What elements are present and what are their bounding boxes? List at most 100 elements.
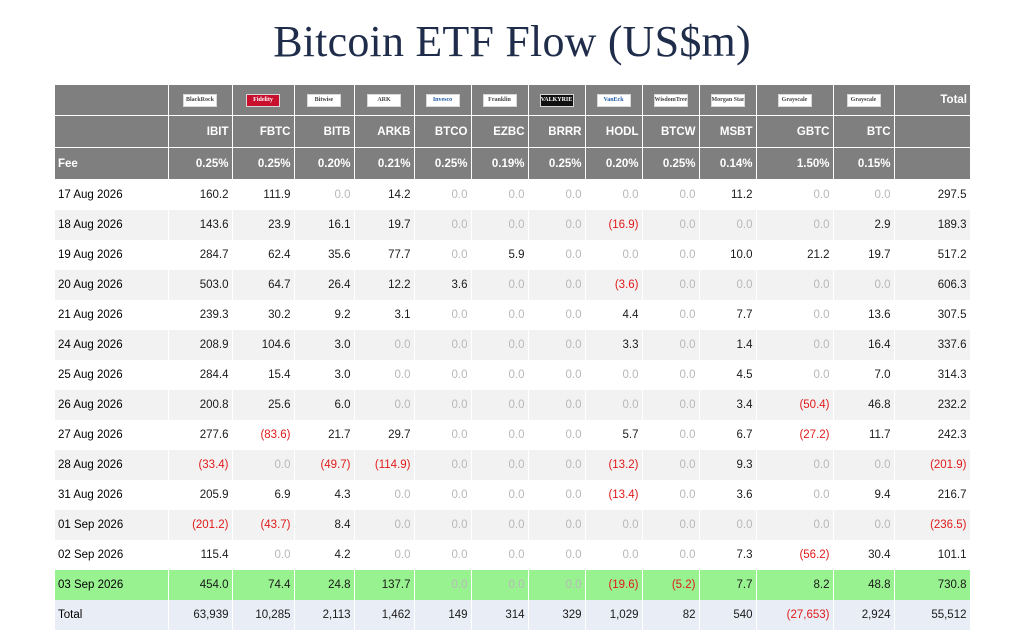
flow-cell: 0.0 xyxy=(414,179,472,210)
table-row: 03 Sep 2026 454.0 74.4 24.8 137.7 0.0 0.0 0.0 (1… xyxy=(55,570,971,600)
fee-value: 0.25% xyxy=(642,147,700,180)
table-row: 01 Sep 2026 (201.2) (43.7) 8.4 0.0 0.0 0.0 0.0 0… xyxy=(55,510,971,540)
flow-cell: 15.4 xyxy=(232,360,295,390)
flow-cell: 21.2 xyxy=(756,240,834,270)
flow-cell: 0.0 xyxy=(471,450,529,480)
flow-cell: 0.0 xyxy=(414,210,472,240)
flow-cell: 0.0 xyxy=(528,179,586,210)
total-cell: 2,924 xyxy=(833,600,895,630)
flow-cell: 23.9 xyxy=(232,210,295,240)
flow-cell: 0.0 xyxy=(414,390,472,420)
flow-cell: 0.0 xyxy=(528,270,586,300)
flow-cell: 104.6 xyxy=(232,330,295,360)
flow-cell: 0.0 xyxy=(585,540,643,570)
flow-cell: (16.9) xyxy=(585,210,643,240)
issuer-logo: Franklin xyxy=(471,85,529,116)
flow-cell: 0.0 xyxy=(528,540,586,570)
row-total: (201.9) xyxy=(894,450,971,480)
row-total: 314.3 xyxy=(894,360,971,390)
flow-cell: 0.0 xyxy=(528,480,586,510)
flow-cell: 0.0 xyxy=(354,330,415,360)
fee-value: 0.20% xyxy=(294,147,355,180)
flow-cell: 454.0 xyxy=(168,570,233,600)
flow-cell: 0.0 xyxy=(354,510,415,540)
flow-cell: 0.0 xyxy=(528,570,586,600)
flow-cell: 0.0 xyxy=(471,330,529,360)
flow-cell: 200.8 xyxy=(168,390,233,420)
fee-value: 0.14% xyxy=(699,147,757,180)
flow-cell: (49.7) xyxy=(294,450,355,480)
flow-cell: 0.0 xyxy=(756,210,834,240)
flow-cell: (3.6) xyxy=(585,270,643,300)
flow-cell: 0.0 xyxy=(471,510,529,540)
flow-cell: 0.0 xyxy=(642,270,700,300)
flow-cell: 0.0 xyxy=(294,179,355,210)
flow-cell: 0.0 xyxy=(833,450,895,480)
flow-cell: 4.2 xyxy=(294,540,355,570)
flow-cell: 0.0 xyxy=(354,480,415,510)
flow-cell: 0.0 xyxy=(528,390,586,420)
flow-cell: 35.6 xyxy=(294,240,355,270)
row-date: 28 Aug 2026 xyxy=(55,450,169,480)
flow-cell: 0.0 xyxy=(756,450,834,480)
row-total: 337.6 xyxy=(894,330,971,360)
table-row: 02 Sep 2026 115.4 0.0 4.2 0.0 0.0 0.0 0.0 0.0 0.0… xyxy=(55,540,971,570)
table-row: 17 Aug 2026 160.2 111.9 0.0 14.2 0.0 0.0 0.0 0.0… xyxy=(55,179,971,210)
flow-cell: 0.0 xyxy=(471,300,529,330)
flow-cell: 0.0 xyxy=(528,330,586,360)
flow-cell: 6.0 xyxy=(294,390,355,420)
row-total: 517.2 xyxy=(894,240,971,270)
fee-row: Fee 0.25% 0.25% 0.20% 0.21% 0.25% 0.19% … xyxy=(55,147,970,180)
flow-cell: 0.0 xyxy=(585,390,643,420)
flow-cell: 0.0 xyxy=(585,360,643,390)
flow-cell: 0.0 xyxy=(414,240,472,270)
page-title: Bitcoin ETF Flow (US$m) xyxy=(273,17,751,66)
flow-cell: 6.7 xyxy=(699,420,757,450)
flow-cell: 0.0 xyxy=(756,300,834,330)
flow-cell: (114.9) xyxy=(354,450,415,480)
ticker-header: IBIT xyxy=(168,115,233,148)
flow-cell: 0.0 xyxy=(642,390,700,420)
table-row: 25 Aug 2026 284.4 15.4 3.0 0.0 0.0 0.0 0.0 0.0 0.… xyxy=(55,360,971,390)
table-row: 28 Aug 2026 (33.4) 0.0 (49.7) (114.9) 0.0 0.0 0… xyxy=(55,450,971,480)
flow-cell: 205.9 xyxy=(168,480,233,510)
row-total: 101.1 xyxy=(894,540,971,570)
flow-cell: 3.3 xyxy=(585,330,643,360)
flow-cell: 0.0 xyxy=(471,570,529,600)
flow-cell: 0.0 xyxy=(528,210,586,240)
flow-cell: 5.9 xyxy=(471,240,529,270)
table-row: 26 Aug 2026 200.8 25.6 6.0 0.0 0.0 0.0 0.0 0.0 0.… xyxy=(55,390,971,420)
flow-cell: 12.2 xyxy=(354,270,415,300)
flow-cell: 7.7 xyxy=(699,570,757,600)
flow-cell: (50.4) xyxy=(756,390,834,420)
fee-value: 0.25% xyxy=(414,147,472,180)
flow-cell: 8.2 xyxy=(756,570,834,600)
total-header: Total xyxy=(894,85,970,116)
ticker-header: BTC xyxy=(833,115,895,148)
ticker-header: HODL xyxy=(585,115,643,148)
flow-cell: 9.2 xyxy=(294,300,355,330)
flow-cell: 24.8 xyxy=(294,570,355,600)
flow-cell: 3.0 xyxy=(294,360,355,390)
flow-cell: 277.6 xyxy=(168,420,233,450)
row-total: 307.5 xyxy=(894,300,971,330)
flow-cell: 25.6 xyxy=(232,390,295,420)
flow-cell: 0.0 xyxy=(699,510,757,540)
ticker-header: MSBT xyxy=(699,115,757,148)
flow-cell: 1.4 xyxy=(699,330,757,360)
flow-cell: 5.7 xyxy=(585,420,643,450)
flow-cell: 0.0 xyxy=(642,179,700,210)
flow-cell: 0.0 xyxy=(699,210,757,240)
ticker-header: BITB xyxy=(294,115,355,148)
total-cell: 82 xyxy=(642,600,700,630)
flow-cell: (13.4) xyxy=(585,480,643,510)
flow-cell: 0.0 xyxy=(528,240,586,270)
flow-cell: 13.6 xyxy=(833,300,895,330)
flow-cell: 64.7 xyxy=(232,270,295,300)
row-total: 242.3 xyxy=(894,420,971,450)
etf-flow-table: BlackRock Fidelity Bitwise ARK Invesco F… xyxy=(55,85,971,630)
flow-cell: 14.2 xyxy=(354,179,415,210)
flow-cell: 0.0 xyxy=(585,179,643,210)
flow-cell: 503.0 xyxy=(168,270,233,300)
flow-cell: 3.0 xyxy=(294,330,355,360)
